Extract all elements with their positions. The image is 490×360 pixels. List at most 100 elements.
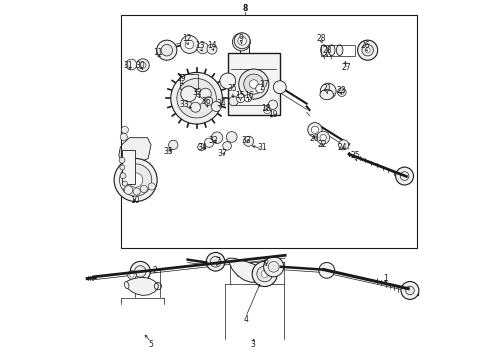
Circle shape bbox=[169, 140, 178, 149]
Circle shape bbox=[226, 132, 237, 142]
Circle shape bbox=[236, 94, 245, 103]
Text: 16: 16 bbox=[245, 91, 254, 100]
Text: 10: 10 bbox=[130, 196, 139, 205]
Circle shape bbox=[197, 42, 208, 54]
Text: 36: 36 bbox=[202, 97, 212, 106]
Text: 34: 34 bbox=[217, 99, 226, 108]
Circle shape bbox=[128, 173, 143, 187]
Bar bbox=[321, 45, 355, 56]
Circle shape bbox=[311, 126, 318, 134]
Circle shape bbox=[339, 140, 349, 150]
Ellipse shape bbox=[320, 45, 327, 55]
Circle shape bbox=[180, 36, 198, 53]
Bar bbox=[122, 150, 135, 184]
Ellipse shape bbox=[329, 45, 335, 55]
Text: 23: 23 bbox=[336, 86, 346, 95]
Circle shape bbox=[340, 90, 344, 94]
Text: 6: 6 bbox=[263, 257, 268, 266]
Circle shape bbox=[220, 73, 236, 89]
Text: 31: 31 bbox=[257, 143, 267, 152]
Circle shape bbox=[210, 256, 221, 267]
Circle shape bbox=[136, 59, 149, 72]
Circle shape bbox=[123, 188, 128, 193]
Text: 31: 31 bbox=[123, 61, 133, 70]
Text: 22: 22 bbox=[318, 140, 327, 149]
Circle shape bbox=[252, 261, 277, 287]
Text: 32: 32 bbox=[193, 87, 202, 96]
Text: 5: 5 bbox=[148, 340, 153, 349]
Text: 27: 27 bbox=[342, 63, 351, 72]
Text: 11: 11 bbox=[153, 48, 163, 57]
Text: 32: 32 bbox=[209, 136, 218, 145]
Circle shape bbox=[140, 62, 146, 68]
Circle shape bbox=[264, 107, 271, 114]
Circle shape bbox=[269, 100, 278, 109]
Circle shape bbox=[120, 165, 125, 170]
Circle shape bbox=[264, 257, 284, 277]
Text: 30: 30 bbox=[135, 61, 145, 70]
Text: 2: 2 bbox=[152, 266, 157, 275]
Circle shape bbox=[395, 167, 414, 185]
Text: 15: 15 bbox=[236, 91, 245, 100]
Text: 37: 37 bbox=[218, 149, 227, 158]
Circle shape bbox=[362, 44, 373, 56]
Text: 20: 20 bbox=[309, 134, 318, 143]
Circle shape bbox=[358, 40, 378, 60]
Circle shape bbox=[269, 261, 279, 272]
Circle shape bbox=[338, 88, 346, 96]
Circle shape bbox=[120, 134, 127, 140]
Polygon shape bbox=[225, 258, 265, 282]
Circle shape bbox=[257, 266, 272, 282]
Circle shape bbox=[122, 126, 128, 134]
Circle shape bbox=[320, 134, 326, 141]
Circle shape bbox=[211, 132, 223, 143]
Text: 33: 33 bbox=[180, 100, 190, 109]
Text: 18: 18 bbox=[261, 104, 270, 113]
Circle shape bbox=[120, 173, 126, 179]
Circle shape bbox=[135, 266, 146, 277]
Text: 25: 25 bbox=[351, 151, 360, 160]
Circle shape bbox=[244, 74, 264, 94]
Ellipse shape bbox=[320, 90, 334, 100]
Circle shape bbox=[140, 185, 147, 193]
Circle shape bbox=[114, 158, 157, 202]
Ellipse shape bbox=[337, 45, 343, 55]
Circle shape bbox=[124, 186, 133, 194]
Circle shape bbox=[171, 72, 222, 124]
Polygon shape bbox=[126, 278, 158, 296]
Circle shape bbox=[177, 78, 216, 118]
Circle shape bbox=[238, 37, 246, 45]
Circle shape bbox=[400, 172, 409, 180]
Circle shape bbox=[130, 261, 150, 282]
Bar bbox=[180, 74, 197, 89]
FancyBboxPatch shape bbox=[228, 53, 280, 116]
Text: 4: 4 bbox=[243, 315, 248, 324]
Circle shape bbox=[273, 81, 286, 94]
Circle shape bbox=[244, 136, 254, 146]
Circle shape bbox=[122, 181, 127, 186]
Text: 3: 3 bbox=[250, 340, 255, 349]
Circle shape bbox=[130, 273, 134, 277]
Text: 28: 28 bbox=[316, 34, 326, 43]
Circle shape bbox=[148, 183, 155, 190]
Circle shape bbox=[319, 262, 335, 278]
Circle shape bbox=[223, 141, 231, 150]
Circle shape bbox=[161, 44, 172, 56]
Circle shape bbox=[365, 48, 370, 53]
Text: 24: 24 bbox=[338, 143, 347, 152]
Circle shape bbox=[197, 143, 205, 150]
Circle shape bbox=[206, 252, 225, 271]
Text: 34: 34 bbox=[198, 143, 208, 152]
Circle shape bbox=[207, 44, 217, 54]
Circle shape bbox=[239, 69, 269, 99]
Circle shape bbox=[190, 91, 204, 105]
Circle shape bbox=[204, 97, 213, 105]
Circle shape bbox=[229, 96, 238, 106]
Circle shape bbox=[211, 102, 221, 112]
Circle shape bbox=[185, 40, 194, 49]
Circle shape bbox=[157, 40, 177, 60]
Ellipse shape bbox=[124, 282, 129, 289]
Bar bbox=[122, 15, 417, 248]
Circle shape bbox=[401, 282, 419, 300]
Text: 13: 13 bbox=[196, 41, 205, 50]
